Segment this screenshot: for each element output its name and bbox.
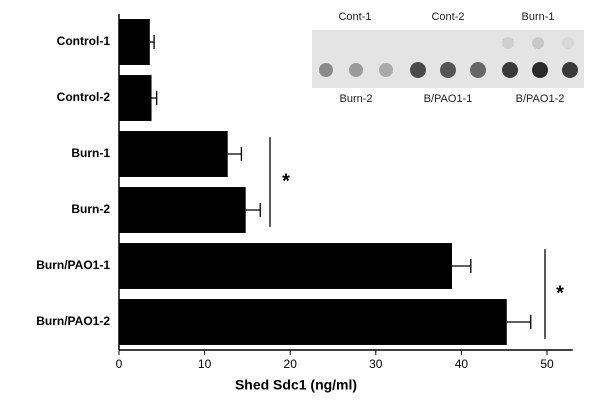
blot-dot (410, 62, 426, 78)
blot-dot (470, 62, 486, 78)
y-tick-label: Control-2 (57, 90, 111, 104)
blot-dot (502, 37, 514, 49)
blot-dot (319, 63, 333, 77)
blot-dot (562, 62, 578, 78)
error-bar (152, 91, 157, 105)
blot-dot (440, 62, 456, 78)
y-tick-label: Burn/PAO1-2 (36, 314, 110, 328)
bar (119, 131, 228, 177)
blot-dot (379, 63, 393, 77)
x-axis-title: Shed Sdc1 (ng/ml) (235, 377, 357, 393)
bar (119, 299, 507, 345)
y-tick-label: Burn-1 (71, 146, 110, 160)
inset-label: Cont-1 (338, 11, 371, 23)
y-tick-label: Burn-2 (71, 202, 110, 216)
x-tick-label: 20 (284, 357, 298, 371)
inset-label: Burn-2 (339, 93, 372, 105)
error-bar (507, 315, 531, 329)
inset-label: Burn-1 (521, 11, 554, 23)
blot-dot (562, 37, 574, 49)
x-tick-label: 10 (198, 357, 212, 371)
y-tick-label: Control-1 (57, 34, 111, 48)
error-bar (246, 203, 261, 217)
blot-dot (532, 37, 544, 49)
significance-mark: * (282, 170, 290, 192)
error-bar (452, 259, 471, 273)
bar (119, 187, 246, 233)
bar (119, 75, 152, 121)
dot-blot: Cont-1 Cont-2 Burn-1 Burn-2 B/PAO1-1 B/P… (312, 11, 584, 105)
x-tick-label: 0 (116, 357, 123, 371)
inset-label: B/PAO1-2 (516, 93, 565, 105)
x-tick-label: 30 (369, 357, 383, 371)
error-bar (228, 147, 242, 161)
error-bar (150, 35, 154, 49)
y-tick-label: Burn/PAO1-1 (36, 258, 110, 272)
inset-label: B/PAO1-1 (424, 93, 473, 105)
chart: Cont-1 Cont-2 Burn-1 Burn-2 B/PAO1-1 B/P… (0, 0, 592, 400)
blot-background (312, 30, 584, 88)
inset-label: Cont-2 (431, 11, 464, 23)
significance-mark: * (556, 282, 564, 304)
blot-dot (349, 63, 363, 77)
blot-dot (502, 62, 518, 78)
x-tick-label: 50 (540, 357, 554, 371)
x-tick-label: 40 (455, 357, 469, 371)
bar (119, 243, 452, 289)
blot-dot (532, 62, 548, 78)
bar (119, 19, 150, 65)
